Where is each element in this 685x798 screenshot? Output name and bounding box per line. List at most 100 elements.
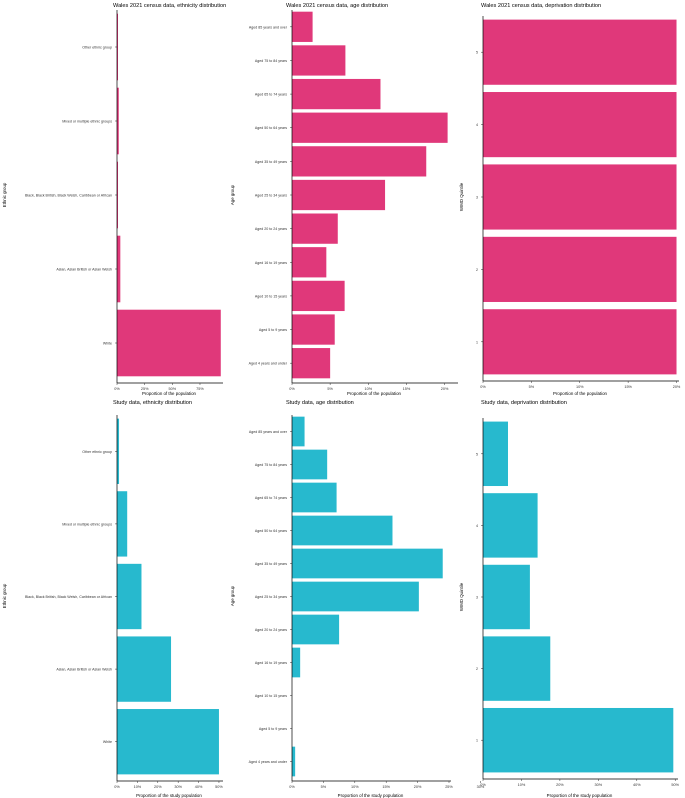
category-label: White — [103, 740, 112, 744]
x-axis-label: Proportion of the population — [347, 391, 402, 396]
category-label: Other ethnic group — [82, 450, 112, 454]
category-label: 5 — [476, 51, 478, 55]
chart-title: Wales 2021 census data, deprivation dist… — [481, 3, 601, 9]
category-label: Aged 10 to 15 years — [255, 694, 287, 698]
x-tick-label: 40% — [195, 785, 203, 789]
x-tick-label: 5% — [321, 785, 327, 789]
x-tick-label: 10% — [364, 387, 372, 391]
x-tick-label: 20% — [414, 785, 422, 789]
x-tick-label: 20% — [441, 387, 449, 391]
bar-3 — [117, 563, 142, 630]
category-label: Mixed or multiple ethnic groups — [62, 522, 112, 526]
category-label: Aged 25 to 34 years — [255, 595, 287, 599]
category-label: Aged 75 to 84 years — [255, 463, 287, 467]
bar-3 — [483, 164, 677, 230]
chart-title: Wales 2021 census data, ethnicity distri… — [113, 3, 226, 9]
bar-5 — [483, 421, 508, 487]
chart-title: Study data, age distribution — [286, 400, 354, 406]
chart-panel-6: Study data, deprivation distribution 1 2 3 4… — [459, 400, 680, 798]
x-tick-label: 25% — [445, 785, 453, 789]
category-label: Aged 4 years and under — [249, 362, 288, 366]
x-tick-label: 75% — [196, 387, 204, 391]
bar-8 — [292, 112, 448, 143]
category-label: 1 — [476, 340, 478, 344]
bar-8 — [292, 515, 393, 546]
x-tick-label: 30% — [595, 783, 603, 787]
category-label: Aged 35 to 49 years — [255, 160, 287, 164]
bar-1 — [292, 746, 296, 777]
y-axis-label: Ethnic group — [2, 182, 7, 207]
y-axis-label: Age group — [230, 585, 235, 606]
bar-3 — [292, 280, 345, 312]
bar-9 — [292, 482, 337, 513]
category-label: 3 — [476, 196, 478, 200]
category-label: 4 — [476, 524, 478, 528]
chart-panel-3: Wales 2021 census data, deprivation dist… — [459, 3, 681, 396]
x-tick-label: 10% — [576, 385, 584, 389]
chart-panel-1: Wales 2021 census data, ethnicity distri… — [2, 3, 226, 396]
bar-2 — [117, 636, 172, 702]
y-axis-label: WIMD Quintile — [459, 182, 464, 211]
x-axis-label: Proportion of the population — [553, 391, 608, 396]
bar-4 — [483, 92, 677, 158]
category-label: Aged 5 to 9 years — [259, 328, 287, 332]
bar-2 — [292, 314, 335, 345]
category-label: Aged 50 to 64 years — [255, 529, 287, 533]
bar-11 — [292, 416, 305, 447]
category-label: Aged 65 to 74 years — [255, 93, 287, 97]
x-axis-label: Proportion of the study population — [338, 793, 404, 798]
x-tick-label: 20% — [154, 785, 162, 789]
x-tick-label: 50% — [215, 785, 223, 789]
bar-2 — [483, 236, 677, 302]
chart-title: Study data, ethnicity distribution — [113, 400, 192, 406]
category-label: Aged 35 to 49 years — [255, 562, 287, 566]
x-tick-label: 50% — [169, 387, 177, 391]
bar-2 — [117, 235, 121, 303]
x-axis-label: Proportion of the population — [142, 391, 197, 396]
x-tick-label: 20% — [673, 385, 681, 389]
x-tick-label: 20% — [556, 783, 564, 787]
category-label: 4 — [476, 123, 478, 127]
x-tick-label: 10% — [518, 783, 526, 787]
x-tick-label: 25% — [141, 387, 149, 391]
x-tick-label: 10% — [134, 785, 142, 789]
x-axis-label: Proportion of the study population — [136, 793, 202, 798]
category-label: 3 — [476, 596, 478, 600]
bar-10 — [292, 45, 346, 76]
bar-1 — [292, 348, 331, 379]
bar-5 — [117, 418, 120, 484]
x-tick-label: 0% — [114, 785, 120, 789]
category-label: Aged 75 to 84 years — [255, 59, 287, 63]
bar-1 — [117, 309, 221, 377]
bar-2 — [483, 636, 551, 701]
bar-9 — [292, 78, 381, 110]
x-tick-label: 50% — [671, 783, 679, 787]
chart-title: Wales 2021 census data, age distribution — [286, 3, 388, 9]
category-label: Other ethnic group — [82, 46, 112, 50]
bar-5 — [292, 213, 338, 244]
x-tick-label: 30% — [174, 785, 182, 789]
bar-5 — [292, 614, 340, 645]
x-tick-label: 30% — [477, 785, 485, 789]
category-label: Aged 16 to 19 years — [255, 661, 287, 665]
y-axis-label: Age group — [230, 184, 235, 205]
bar-11 — [292, 11, 313, 42]
x-tick-label: 10% — [351, 785, 359, 789]
x-tick-label: 0% — [480, 783, 486, 787]
category-label: Aged 25 to 34 years — [255, 194, 287, 198]
category-label: Aged 10 to 15 years — [255, 294, 287, 298]
bar-3 — [117, 161, 118, 229]
bar-4 — [483, 493, 538, 558]
x-tick-label: 0% — [289, 785, 295, 789]
bar-4 — [117, 491, 128, 557]
bar-6 — [292, 581, 419, 612]
bar-7 — [292, 146, 427, 177]
category-label: Aged 4 years and under — [249, 760, 288, 764]
category-label: Aged 65 to 74 years — [255, 496, 287, 500]
category-label: 5 — [476, 452, 478, 456]
x-tick-label: 40% — [633, 783, 641, 787]
x-tick-label: 0% — [114, 387, 120, 391]
category-label: Mixed or multiple ethnic groups — [62, 120, 112, 124]
bar-4 — [117, 87, 119, 155]
